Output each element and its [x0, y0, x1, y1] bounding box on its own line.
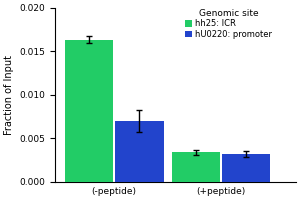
Bar	[116, 121, 164, 182]
Legend: hh25: ICR, hU0220: promoter: hh25: ICR, hU0220: promoter	[184, 8, 273, 40]
Bar	[65, 40, 113, 182]
Bar	[172, 152, 220, 182]
Bar	[222, 154, 270, 182]
Y-axis label: Fraction of Input: Fraction of Input	[4, 55, 14, 135]
